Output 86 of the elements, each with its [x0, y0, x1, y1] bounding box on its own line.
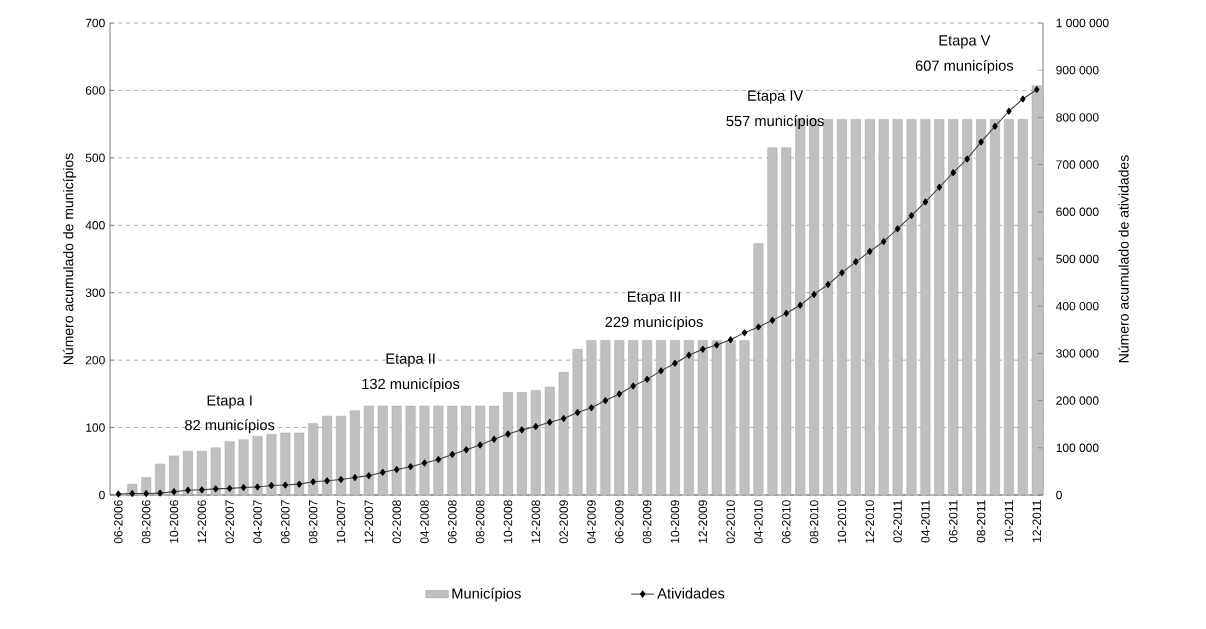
- y-axis-title: Número acumulado de municípios: [62, 153, 77, 365]
- annotation: 229 municípios: [605, 316, 703, 330]
- bar: [196, 450, 207, 496]
- x-tick-label: 12-2006: [197, 500, 207, 543]
- y-tick-label: 400: [85, 221, 105, 230]
- bar: [155, 463, 166, 496]
- y-tick-label: 600: [85, 86, 105, 95]
- x-tick-label: 02-2009: [559, 500, 568, 544]
- x-tick-label: 06-2010: [782, 500, 791, 544]
- annotation: Etapa IV: [748, 90, 804, 104]
- annotation: Etapa II: [386, 353, 435, 367]
- x-tick-label: 08-2010: [809, 500, 819, 544]
- x-tick-label: 06-2011: [949, 500, 958, 543]
- annotation: Etapa I: [207, 395, 252, 409]
- y2-tick-label: 400 000: [1055, 301, 1099, 311]
- bar: [294, 432, 305, 496]
- x-tick-label: 12-2011: [1032, 500, 1042, 542]
- y2-tick-label: 600 000: [1056, 207, 1099, 217]
- x-tick-label: 08-2011: [976, 500, 986, 543]
- y2-tick-label: 200 000: [1056, 396, 1099, 405]
- bar: [210, 447, 221, 496]
- x-tick-label: 02-2010: [726, 500, 735, 544]
- bar: [336, 415, 346, 496]
- bar: [767, 147, 778, 496]
- y2-tick-label: 500 000: [1056, 254, 1099, 264]
- annotation: Etapa III: [627, 291, 681, 305]
- x-tick-label: 12-2010: [865, 500, 875, 543]
- x-tick-label: 10-2009: [670, 500, 680, 543]
- annotation: 607 municípios: [915, 59, 1014, 74]
- y2-tick-label: 0: [1056, 490, 1062, 500]
- x-tick-label: 08-2007: [308, 500, 318, 544]
- bar: [238, 439, 249, 496]
- y2-tick-label: 700 000: [1056, 160, 1099, 169]
- y2-tick-label: 1 000 000: [1056, 18, 1109, 28]
- x-tick-label: 08-2006: [141, 500, 151, 544]
- x-tick-label: 06-2008: [448, 500, 457, 544]
- bar: [892, 119, 903, 496]
- annotation: 132 municípios: [362, 378, 460, 392]
- x-tick-label: 06-2009: [615, 500, 624, 544]
- y-tick-label: 100: [86, 423, 105, 432]
- x-tick-label: 06-2007: [281, 500, 290, 544]
- bar: [252, 436, 263, 496]
- x-tick-label: 02-2008: [392, 500, 401, 544]
- x-tick-label: 10-2011: [1004, 500, 1014, 542]
- y2-tick-label: 300 000: [1056, 349, 1099, 358]
- x-tick-label: 12-2007: [364, 500, 374, 543]
- x-tick-label: 12-2008: [531, 500, 541, 543]
- x-tick-label: 06-2006: [114, 500, 123, 544]
- x-tick-label: 08-2009: [642, 500, 652, 544]
- x-tick-label: 10-2010: [837, 500, 847, 543]
- y2-tick-label: 900 000: [1056, 65, 1099, 75]
- y-tick-label: 0: [99, 490, 105, 500]
- annotation: 82 municípios: [185, 419, 275, 434]
- x-tick-label: 08-2008: [475, 500, 485, 544]
- x-tick-label: 04-2008: [420, 500, 429, 544]
- x-tick-label: 02-2007: [225, 500, 234, 544]
- bar: [224, 441, 235, 496]
- x-tick-label: 12-2009: [698, 500, 708, 543]
- annotation: Etapa V: [939, 35, 991, 49]
- x-tick-label: 04-2010: [754, 500, 763, 544]
- bar: [1031, 85, 1042, 496]
- x-tick-label: 10-2006: [169, 500, 179, 543]
- legend-label: Municípios: [452, 587, 521, 602]
- legend-label: Atividades: [657, 587, 725, 599]
- bar: [280, 432, 291, 496]
- bar: [169, 455, 179, 496]
- y2-tick-label: 800 000: [1056, 113, 1099, 122]
- annotation: 557 municípios: [726, 115, 824, 130]
- bar: [183, 450, 193, 496]
- x-tick-label: 10-2008: [503, 500, 513, 543]
- x-tick-label: 10-2007: [336, 500, 346, 543]
- y2-tick-label: 100 000: [1056, 443, 1099, 453]
- x-tick-label: 04-2009: [587, 500, 596, 544]
- y2-axis-title: Número acumulado de atividades: [1118, 155, 1129, 363]
- y-tick-label: 300: [85, 288, 105, 297]
- bar: [976, 119, 987, 496]
- x-tick-label: 02-2011: [893, 500, 902, 543]
- x-tick-label: 04-2007: [253, 500, 262, 544]
- y-tick-label: 500: [85, 153, 105, 163]
- bar: [266, 434, 277, 496]
- y-tick-label: 200: [85, 355, 105, 365]
- bar: [934, 119, 945, 496]
- bar: [850, 119, 861, 496]
- bar: [683, 340, 694, 496]
- x-tick-label: 04-2011: [921, 500, 930, 543]
- y-tick-label: 700: [85, 18, 105, 28]
